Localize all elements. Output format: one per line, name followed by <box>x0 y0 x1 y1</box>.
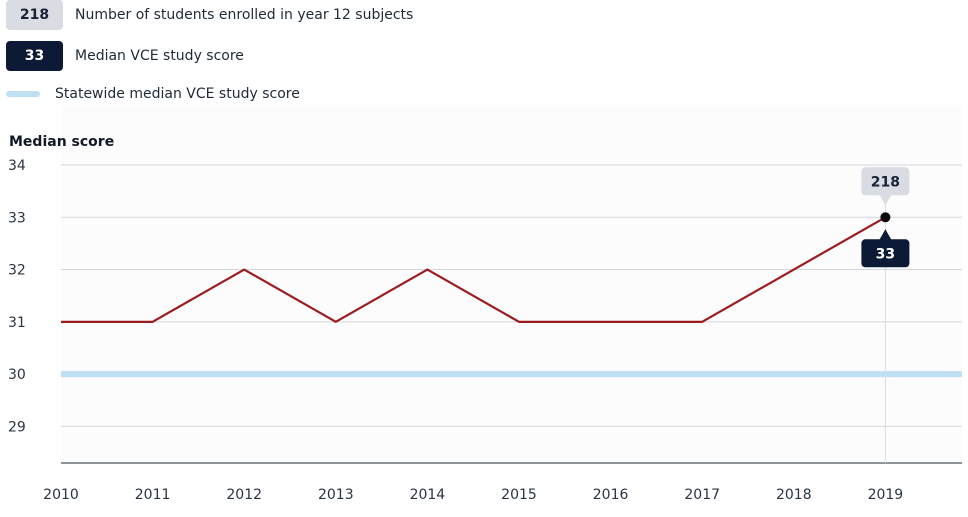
y-tick-label: 33 <box>8 210 26 226</box>
highlight-data-point <box>880 212 891 223</box>
y-axis-title: Median score <box>9 134 114 150</box>
students-tooltip: 218 <box>861 167 910 206</box>
x-tick-label: 2013 <box>318 487 354 503</box>
y-tick-label: 29 <box>8 419 26 435</box>
statewide-legend-label: Statewide median VCE study score <box>55 86 300 102</box>
y-tick-label: 32 <box>8 263 26 279</box>
students-count-badge: 218 <box>6 0 63 30</box>
x-tick-label: 2010 <box>43 487 79 503</box>
median-legend-label: Median VCE study score <box>75 48 244 64</box>
students-tooltip-pointer <box>879 194 892 206</box>
median-score-series-line <box>61 216 886 323</box>
x-tick-label: 2017 <box>684 487 720 503</box>
legend-item-statewide: Statewide median VCE study score <box>6 86 300 102</box>
x-tick-label: 2019 <box>868 487 904 503</box>
y-tick-label: 31 <box>8 315 26 331</box>
x-tick-label: 2012 <box>226 487 262 503</box>
y-tick-label: 30 <box>8 367 26 383</box>
y-tick-label: 34 <box>8 158 26 174</box>
students-tooltip-value: 218 <box>871 174 900 190</box>
x-tick-label: 2018 <box>776 487 812 503</box>
students-legend-label: Number of students enrolled in year 12 s… <box>75 7 414 23</box>
median-score-badge: 33 <box>6 41 63 71</box>
legend-item-median: 33 Median VCE study score <box>6 41 244 71</box>
students-tooltip-box <box>861 167 910 196</box>
x-tick-label: 2014 <box>410 487 446 503</box>
x-tick-label: 2016 <box>593 487 629 503</box>
statewide-line-swatch <box>6 91 40 97</box>
x-tick-label: 2015 <box>501 487 537 503</box>
median-tooltip: 33 <box>861 229 910 268</box>
median-tooltip-box <box>861 239 910 268</box>
legend-item-students: 218 Number of students enrolled in year … <box>6 0 413 30</box>
plot-background <box>61 105 962 463</box>
median-tooltip-value: 33 <box>876 246 895 262</box>
x-tick-label: 2011 <box>135 487 171 503</box>
median-tooltip-pointer <box>879 229 892 240</box>
